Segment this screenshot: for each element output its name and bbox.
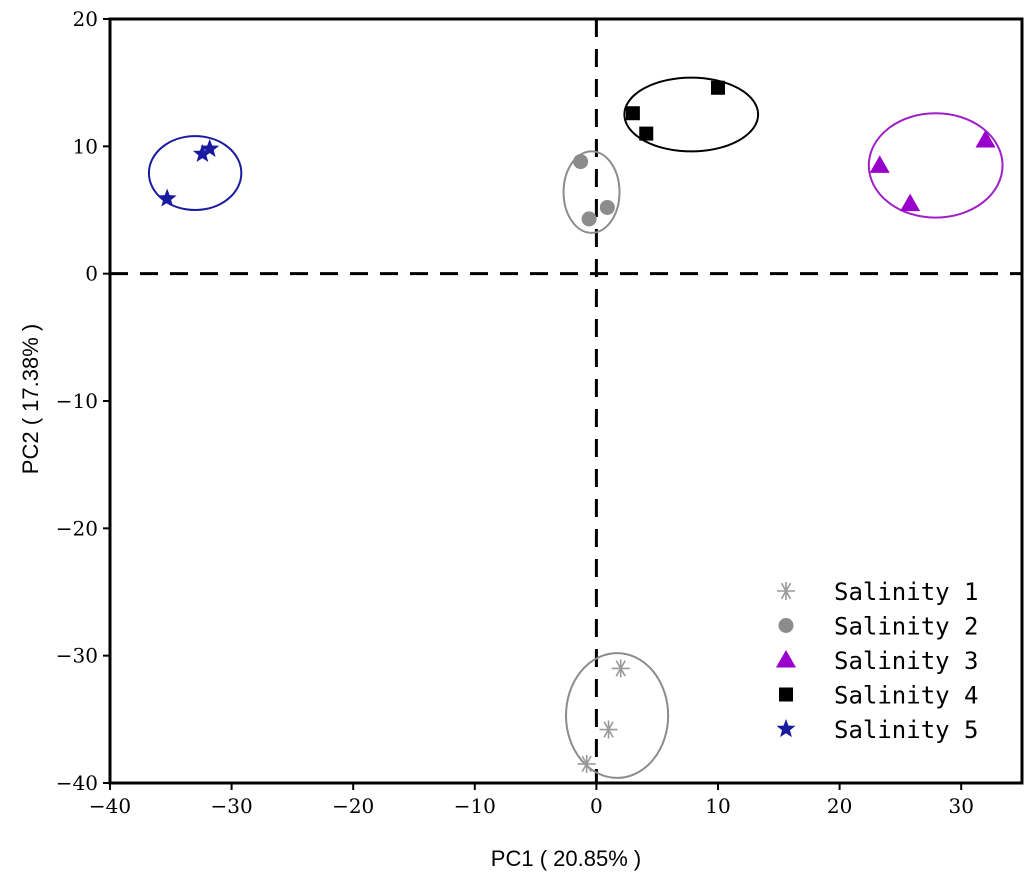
- data-point-salinity-3: [869, 155, 890, 173]
- y-tick-label: 0: [85, 262, 98, 286]
- x-tick-label: 20: [827, 794, 852, 818]
- y-tick-label: 20: [73, 7, 98, 31]
- data-points: [157, 80, 996, 773]
- x-tick-label: 10: [705, 794, 730, 818]
- legend-label-2: Salinity 2: [834, 613, 979, 641]
- legend-label-4: Salinity 4: [834, 682, 979, 710]
- data-point-salinity-1: [577, 754, 596, 773]
- legend-marker-4: [779, 687, 793, 702]
- x-tick-label: −20: [332, 794, 374, 818]
- x-tick-label: −30: [210, 794, 252, 818]
- x-tick-label: 30: [948, 794, 973, 818]
- y-tick-label: −40: [56, 771, 98, 795]
- data-point-salinity-5: [192, 143, 212, 163]
- data-point-salinity-1: [599, 720, 618, 739]
- x-axis-title: PC1 ( 20.85% ): [491, 846, 641, 871]
- group-ellipse-5: [147, 135, 243, 211]
- y-tick-label: −30: [56, 644, 98, 668]
- y-tick-label: −20: [56, 516, 98, 540]
- x-tick-label: −40: [89, 794, 131, 818]
- axis-tick-labels: −40 −30 −20 −10 0 10 20 30 −40 −30 −20 −10 0 10 20: [56, 7, 974, 818]
- data-point-salinity-4: [711, 80, 725, 95]
- x-tick-label: 0: [590, 794, 603, 818]
- x-tick-label: −10: [454, 794, 496, 818]
- legend-marker-3: [776, 650, 796, 668]
- reference-lines: [110, 19, 1022, 783]
- y-tick-label: 10: [73, 134, 98, 158]
- group-ellipse-2: [562, 150, 621, 234]
- data-point-salinity-3: [975, 129, 996, 148]
- legend-label-5: Salinity 5: [834, 716, 979, 744]
- data-point-salinity-4: [625, 106, 640, 121]
- group-ellipse-4: [623, 76, 760, 153]
- group-ellipse-1: [565, 652, 670, 779]
- y-axis-title: PC2 ( 17.38% ): [18, 324, 43, 474]
- legend-marker-2: [778, 618, 794, 633]
- data-point-salinity-2: [581, 211, 597, 227]
- legend-label-1: Salinity 1: [834, 578, 979, 606]
- data-point-salinity-2: [599, 199, 615, 215]
- data-point-salinity-3: [900, 193, 921, 212]
- data-point-salinity-5: [200, 138, 220, 157]
- data-point-salinity-4: [639, 126, 654, 141]
- legend-marker-1: [777, 582, 795, 600]
- axis-ticks: [103, 18, 963, 790]
- group-ellipse-3: [867, 112, 1004, 219]
- legend: Salinity 1 Salinity 2 Salinity 3 Salinity 4…: [776, 578, 979, 744]
- data-point-salinity-5: [157, 188, 177, 207]
- data-point-salinity-2: [573, 154, 589, 170]
- legend-marker-5: [776, 719, 796, 738]
- group-ellipses: [147, 76, 1004, 779]
- legend-label-3: Salinity 3: [834, 647, 979, 675]
- data-point-salinity-1: [611, 659, 630, 678]
- y-tick-label: −10: [56, 389, 98, 413]
